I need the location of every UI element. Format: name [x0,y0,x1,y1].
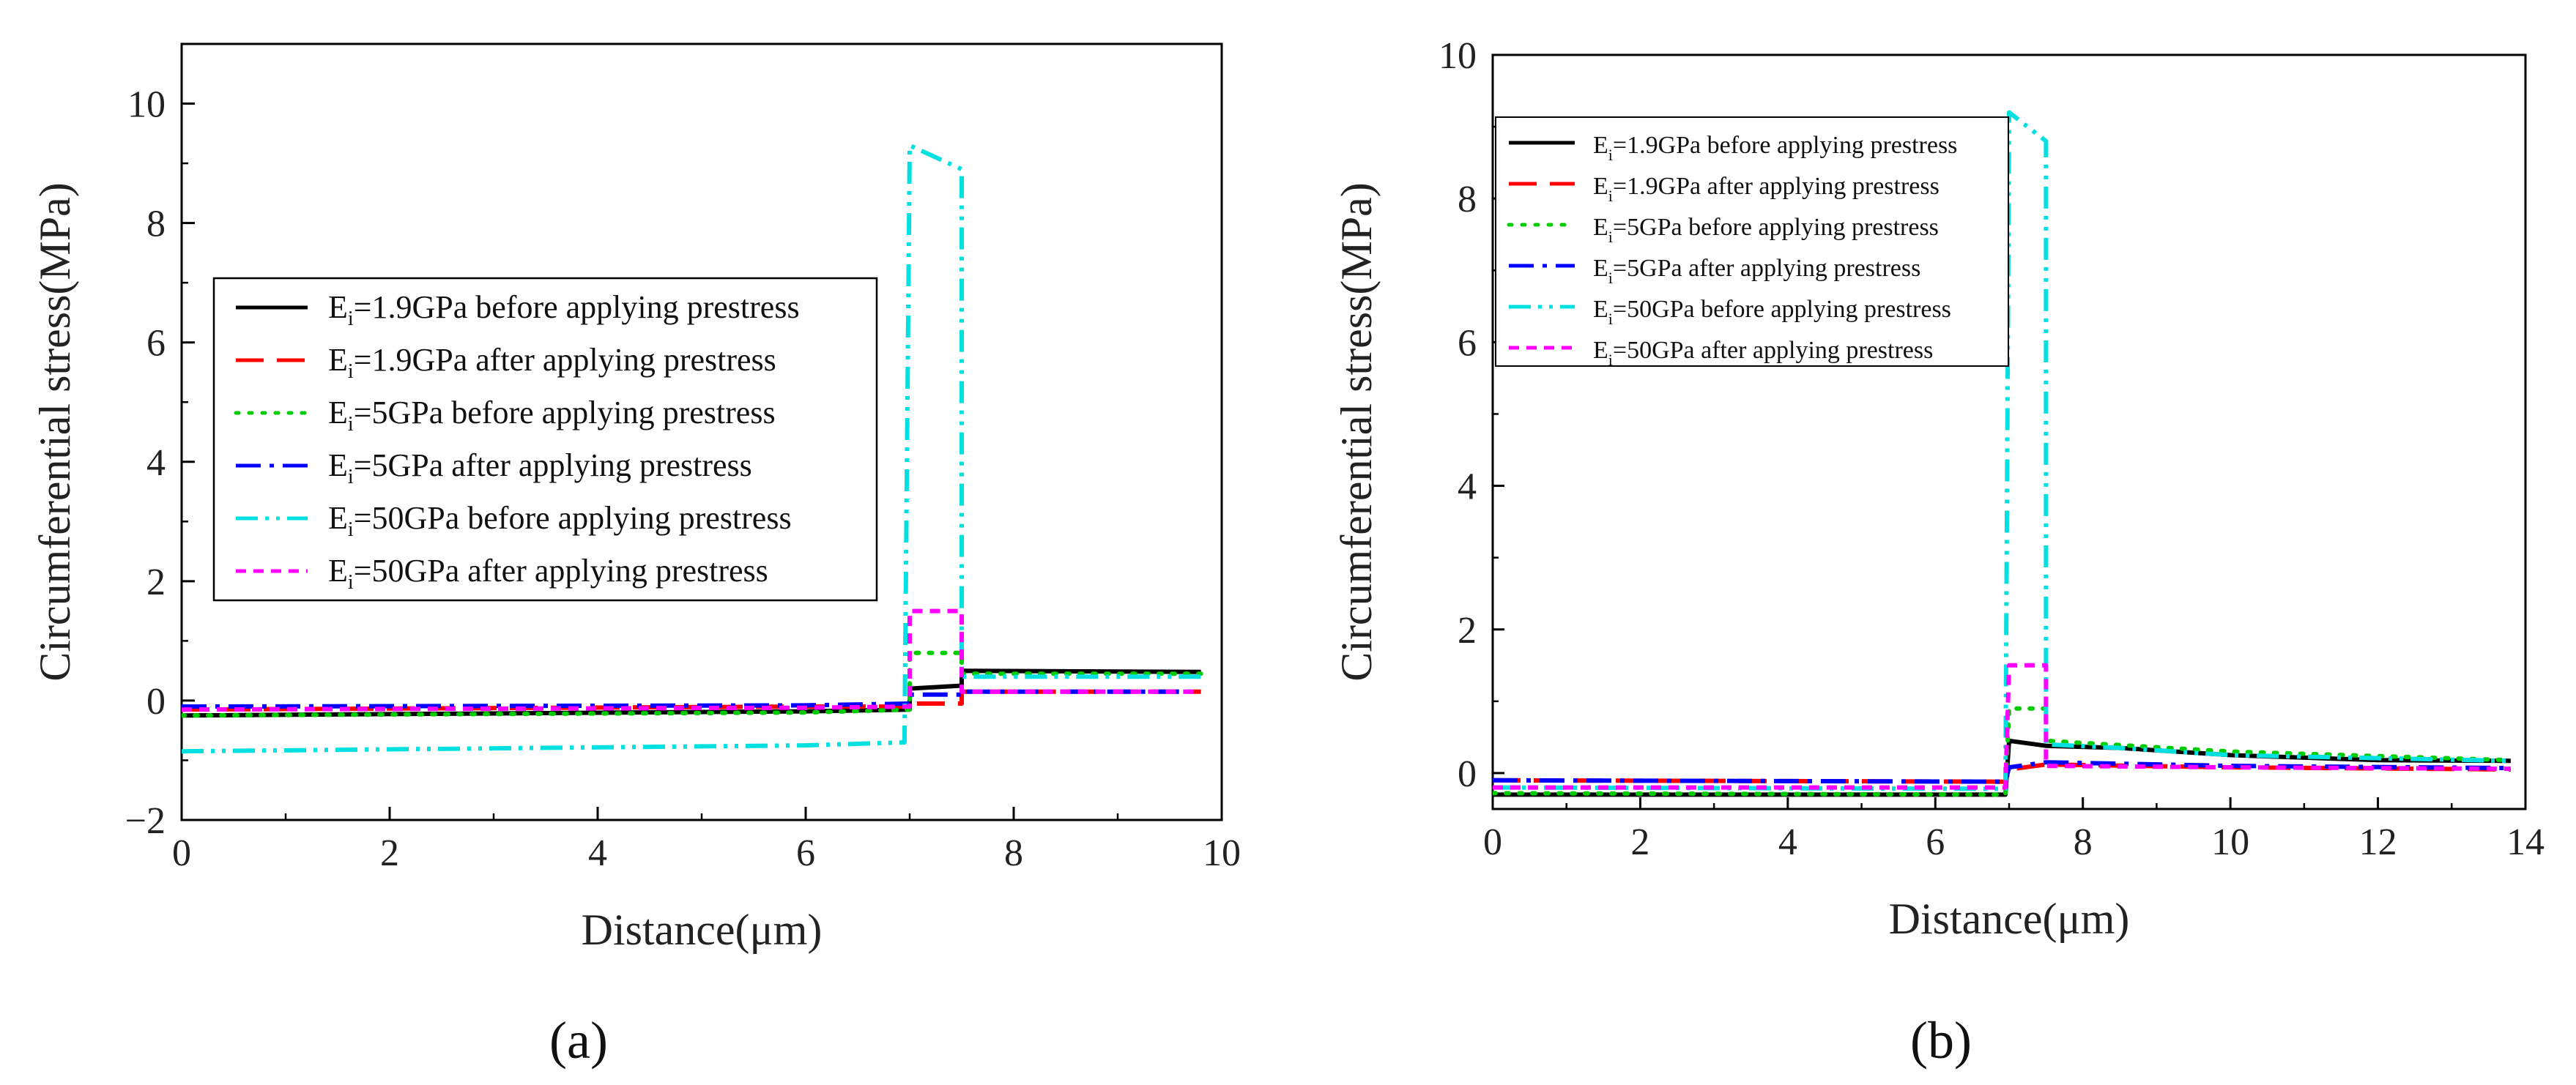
y-tick-label: 0 [146,681,166,723]
x-tick-label: 6 [1926,821,1945,863]
x-tick-label: 6 [796,832,815,874]
series-line [1493,760,2511,784]
legend-label: Ei=1.9GPa after applying prestress [328,342,776,383]
axis-ticks: 0 2 4 6 8 10 12 14 0 2 4 6 8 10 [1439,35,2545,863]
y-tick-label: 4 [1458,466,1477,508]
x-tick-label: 2 [1630,821,1649,863]
x-tick-label: 14 [2506,821,2545,863]
series-line [182,608,1201,712]
legend-label: Ei=5GPa before applying prestress [328,395,776,436]
y-tick-label: 8 [1458,179,1477,220]
x-tick-label: 10 [1203,832,1241,874]
y-tick-label: 10 [1439,35,1477,77]
y-tick-label: 0 [1458,753,1477,795]
y-tick-label: −2 [125,800,166,842]
legend-label: Ei=5GPa after applying prestress [328,447,752,488]
x-tick-label: 0 [172,832,191,874]
legend-label: Ei=5GPa after applying prestress [1593,255,1920,287]
x-tick-label: 8 [1004,832,1023,874]
legend-label: Ei=5GPa before applying prestress [1593,214,1939,246]
y-tick-label: 2 [1458,610,1477,652]
series-line [182,689,1201,709]
y-axis-title: Circumferential stress(MPa) [31,182,79,681]
x-tick-label: 0 [1483,821,1502,863]
y-tick-label: 6 [146,323,166,365]
y-tick-label: 2 [146,562,166,603]
x-axis-title: Distance(μm) [582,906,823,954]
panel-label: (b) [1910,1011,1972,1070]
legend-box [212,277,878,602]
y-tick-label: 8 [146,204,166,245]
y-tick-label: 4 [146,442,166,484]
legend: Ei=1.9GPa before applying prestress Ei=1.… [212,277,878,602]
series-line [182,143,1201,754]
chart-panel-b: 0 2 4 6 8 10 12 14 0 2 4 6 8 10 Ei=1.9GPa before appl… [1332,35,2545,1070]
legend-label: Ei=50GPa after applying prestress [1593,337,1933,369]
legend-label: Ei=1.9GPa before applying prestress [328,289,800,330]
legend-label: Ei=1.9GPa after applying prestress [1593,173,1940,205]
series-line [1493,663,2511,790]
legend-label: Ei=50GPa after applying prestress [328,553,768,594]
x-tick-label: 12 [2359,821,2397,863]
series-line [1493,110,2511,791]
legend-label: Ei=1.9GPa before applying prestress [1593,132,1957,164]
x-tick-label: 8 [2074,821,2093,863]
x-tick-label: 2 [380,832,399,874]
y-axis-title: Circumferential stress(MPa) [1332,182,1381,681]
panel-label: (a) [549,1011,608,1070]
x-tick-label: 10 [2211,821,2249,863]
legend: Ei=1.9GPa before applying prestress Ei=1.… [1495,116,2009,369]
x-axis-title: Distance(μm) [1889,895,2130,943]
y-tick-label: 6 [1458,322,1477,364]
x-tick-label: 4 [1778,821,1797,863]
y-tick-label: 10 [127,84,166,126]
legend-label: Ei=50GPa before applying prestress [1593,296,1951,328]
legend-box [1495,116,2009,367]
legend-label: Ei=50GPa before applying prestress [328,500,792,541]
x-tick-label: 4 [588,832,607,874]
